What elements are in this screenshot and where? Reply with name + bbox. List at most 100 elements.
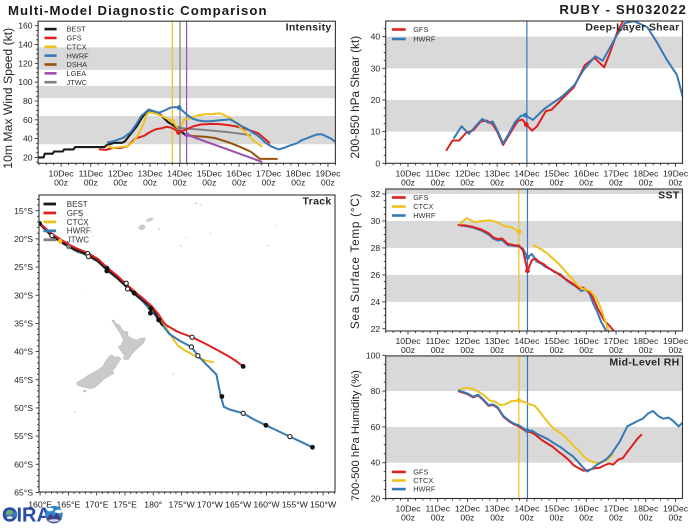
svg-text:00z: 00z (520, 513, 534, 523)
svg-text:40: 40 (371, 32, 381, 42)
svg-text:00z: 00z (490, 178, 504, 188)
svg-text:30: 30 (371, 216, 381, 226)
svg-text:16Dec: 16Dec (226, 169, 252, 179)
svg-text:CTCX: CTCX (67, 42, 87, 51)
svg-text:160°W: 160°W (253, 500, 280, 510)
svg-text:22: 22 (371, 324, 381, 334)
svg-text:17Dec: 17Dec (603, 169, 629, 179)
svg-text:65°S: 65°S (14, 488, 33, 498)
svg-text:RUBY - SH032022: RUBY - SH032022 (559, 2, 687, 17)
svg-text:13Dec: 13Dec (485, 336, 511, 346)
svg-text:15Dec: 15Dec (197, 169, 223, 179)
svg-text:JTWC: JTWC (67, 236, 89, 245)
svg-text:00z: 00z (668, 345, 682, 355)
svg-text:13Dec: 13Dec (137, 169, 163, 179)
svg-text:00z: 00z (668, 178, 682, 188)
svg-text:20°S: 20°S (14, 234, 33, 244)
svg-text:150°W: 150°W (310, 500, 337, 510)
svg-text:18Dec: 18Dec (633, 169, 659, 179)
svg-text:BEST: BEST (67, 200, 88, 209)
svg-text:14Dec: 14Dec (514, 336, 540, 346)
svg-text:00z: 00z (550, 178, 564, 188)
svg-text:BEST: BEST (67, 25, 87, 34)
svg-text:170°E: 170°E (85, 500, 109, 510)
svg-text:165°E: 165°E (57, 500, 81, 510)
svg-text:00z: 00z (431, 513, 445, 523)
svg-text:50°S: 50°S (14, 403, 33, 413)
svg-text:175°E: 175°E (113, 500, 137, 510)
svg-text:140: 140 (18, 40, 33, 50)
svg-text:GFS: GFS (413, 25, 428, 34)
svg-text:11Dec: 11Dec (425, 504, 450, 514)
svg-text:00z: 00z (401, 513, 415, 523)
svg-text:13Dec: 13Dec (485, 169, 511, 179)
svg-text:00z: 00z (460, 178, 474, 188)
svg-text:160°E: 160°E (28, 500, 52, 510)
svg-text:18Dec: 18Dec (633, 336, 659, 346)
svg-text:40°S: 40°S (14, 347, 33, 357)
svg-text:60: 60 (371, 422, 381, 432)
svg-text:GFS: GFS (67, 34, 82, 43)
svg-text:200-850 hPa Shear (kt): 200-850 hPa Shear (kt) (348, 36, 362, 159)
svg-text:00z: 00z (639, 178, 653, 188)
svg-text:CTCX: CTCX (413, 476, 433, 485)
svg-text:14Dec: 14Dec (167, 169, 193, 179)
svg-text:GFS: GFS (413, 468, 428, 477)
svg-text:00z: 00z (668, 513, 682, 523)
svg-text:19Dec: 19Dec (315, 169, 341, 179)
svg-text:Track: Track (303, 196, 332, 208)
svg-text:00z: 00z (639, 513, 653, 523)
svg-text:00z: 00z (262, 178, 276, 188)
svg-text:00z: 00z (609, 178, 623, 188)
svg-text:13Dec: 13Dec (485, 504, 511, 514)
svg-text:28: 28 (371, 243, 381, 253)
svg-text:CTCX: CTCX (67, 218, 89, 227)
svg-text:40: 40 (23, 134, 33, 144)
svg-text:CIRA: CIRA (2, 505, 51, 526)
svg-text:00z: 00z (579, 513, 593, 523)
svg-text:00z: 00z (639, 345, 653, 355)
svg-text:0: 0 (375, 158, 380, 168)
svg-text:00z: 00z (490, 345, 504, 355)
svg-text:55°S: 55°S (14, 431, 33, 441)
svg-text:12Dec: 12Dec (455, 169, 481, 179)
svg-text:100: 100 (18, 77, 33, 87)
svg-text:170°W: 170°W (197, 500, 224, 510)
svg-text:00z: 00z (520, 178, 534, 188)
svg-text:11Dec: 11Dec (425, 336, 450, 346)
svg-text:10Dec: 10Dec (395, 169, 421, 179)
svg-text:LGEA: LGEA (67, 69, 87, 78)
svg-text:00z: 00z (550, 345, 564, 355)
svg-text:25°S: 25°S (14, 262, 33, 272)
svg-text:32: 32 (371, 189, 381, 199)
svg-text:15Dec: 15Dec (544, 504, 570, 514)
svg-text:17Dec: 17Dec (256, 169, 282, 179)
svg-text:11Dec: 11Dec (425, 169, 450, 179)
svg-text:00z: 00z (579, 345, 593, 355)
svg-text:20: 20 (371, 494, 381, 504)
svg-text:16Dec: 16Dec (574, 336, 600, 346)
svg-text:CTCX: CTCX (413, 202, 433, 211)
svg-text:00z: 00z (609, 345, 623, 355)
svg-text:00z: 00z (232, 178, 246, 188)
svg-text:GFS: GFS (67, 209, 83, 218)
svg-text:10Dec: 10Dec (395, 336, 421, 346)
svg-text:60: 60 (23, 115, 33, 125)
svg-text:GFS: GFS (413, 193, 428, 202)
svg-text:00z: 00z (490, 513, 504, 523)
svg-text:20: 20 (23, 152, 33, 162)
svg-text:SST: SST (658, 190, 680, 202)
svg-text:18Dec: 18Dec (286, 169, 312, 179)
svg-text:JTWC: JTWC (67, 78, 88, 87)
svg-text:00z: 00z (401, 178, 415, 188)
svg-text:16Dec: 16Dec (574, 169, 600, 179)
svg-text:00z: 00z (431, 178, 445, 188)
svg-text:00z: 00z (550, 513, 564, 523)
svg-text:00z: 00z (460, 513, 474, 523)
svg-text:100: 100 (366, 350, 381, 360)
svg-text:HWRF: HWRF (413, 485, 436, 494)
svg-text:00z: 00z (520, 345, 534, 355)
svg-text:160: 160 (18, 21, 33, 31)
svg-text:00z: 00z (460, 345, 474, 355)
svg-text:80: 80 (23, 96, 33, 106)
